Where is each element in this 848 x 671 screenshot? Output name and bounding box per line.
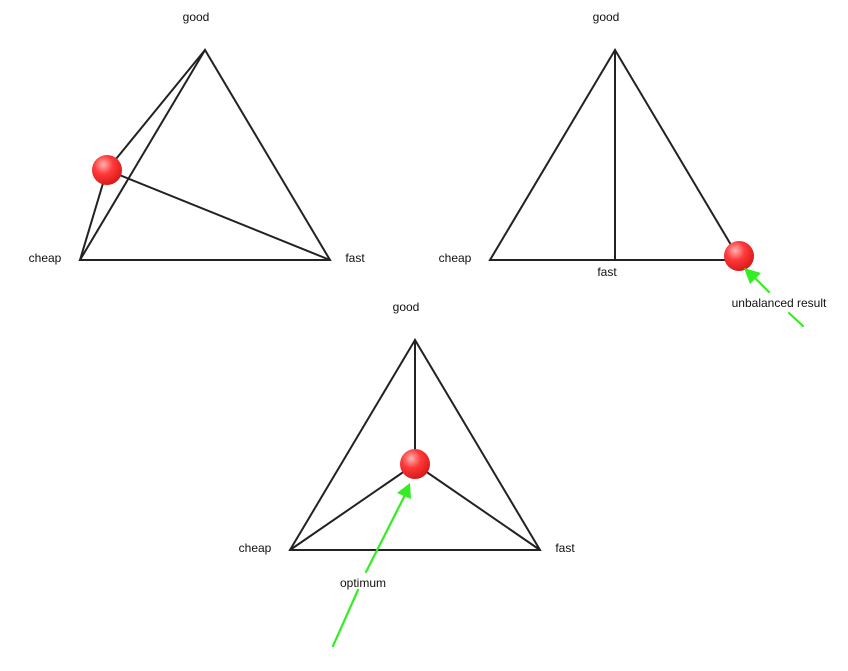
triangle-outline-1: [78, 48, 332, 261]
label-cheap-1: cheap: [29, 251, 62, 265]
triangle-diagram-1: good cheap fast: [29, 10, 366, 265]
triangle-diagram-2: good cheap fast unbalanced result: [439, 10, 827, 328]
triangle-diagram-3: good cheap fast optimum: [239, 300, 575, 648]
label-cheap-2: cheap: [439, 251, 472, 265]
label-optimum: optimum: [340, 576, 386, 590]
label-fast-3: fast: [555, 541, 575, 555]
label-cheap-3: cheap: [239, 541, 272, 555]
triangle-outline-3: [288, 338, 542, 551]
pyramid-edge-to-fast-1: [106, 169, 331, 261]
position-ball-1: [92, 155, 122, 185]
label-fast-2: fast: [597, 265, 617, 279]
unbalanced-arrow: [744, 268, 805, 328]
position-ball-3: [400, 449, 430, 479]
position-ball-2: [724, 241, 754, 271]
label-unbalanced-result: unbalanced result: [732, 296, 827, 310]
label-fast-1: fast: [345, 251, 365, 265]
label-good-2: good: [593, 10, 620, 24]
label-good-1: good: [183, 10, 210, 24]
label-good-3: good: [393, 300, 420, 314]
optimum-arrow: [331, 483, 411, 648]
